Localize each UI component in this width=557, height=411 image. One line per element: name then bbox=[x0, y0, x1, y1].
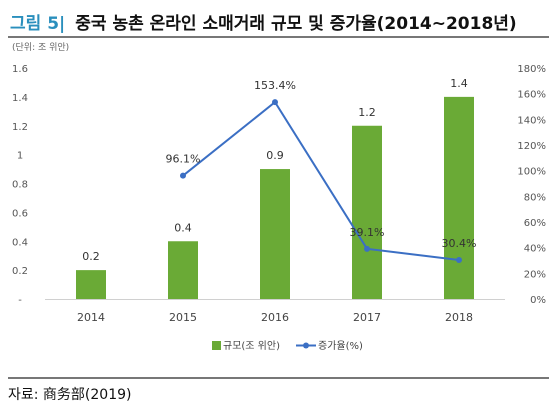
left-tick-label: 1.4 bbox=[12, 93, 28, 104]
bar-value-label: 1.2 bbox=[358, 106, 376, 119]
left-axis: - 0.2 0.4 0.6 0.8 1 1.2 1.4 1.6 bbox=[12, 64, 505, 306]
bar bbox=[444, 96, 474, 299]
growth-line-path bbox=[182, 100, 460, 261]
right-tick-label: 140% bbox=[517, 115, 546, 126]
left-tick-label: 0.8 bbox=[12, 180, 28, 191]
right-tick-label: 20% bbox=[524, 269, 546, 280]
bar-value-label: 0.2 bbox=[82, 250, 100, 263]
bar-value-label: 1.4 bbox=[450, 77, 468, 90]
left-tick-label: 1.6 bbox=[12, 64, 28, 75]
bar-value-label: 0.9 bbox=[266, 149, 284, 162]
right-tick-label: 0% bbox=[530, 295, 546, 306]
right-tick-label: 180% bbox=[517, 64, 546, 75]
legend-bar-label: 규모(조 위안) bbox=[223, 339, 280, 352]
growth-line: 96.1% 153.4% 39.1% 30.4% bbox=[166, 79, 477, 263]
left-tick-label: 1.2 bbox=[12, 122, 28, 133]
x-tick-label: 2015 bbox=[169, 311, 197, 324]
left-tick-label: 0.2 bbox=[12, 266, 28, 277]
right-axis: 0% 20% 40% 60% 80% 100% 120% 140% 160% 180% bbox=[517, 64, 546, 306]
right-tick-label: 160% bbox=[517, 90, 546, 101]
growth-value-label: 153.4% bbox=[254, 79, 296, 92]
right-tick-label: 120% bbox=[517, 141, 546, 152]
bar bbox=[352, 125, 382, 299]
x-tick-label: 2017 bbox=[353, 311, 381, 324]
legend-line-marker bbox=[303, 342, 309, 349]
unit-label: (단위: 조 위안) bbox=[12, 43, 70, 53]
top-rule bbox=[8, 36, 549, 38]
left-tick-label: - bbox=[18, 295, 22, 306]
title-row: 그림 5| 중국 농촌 온라인 소매거래 규모 및 증가율(2014~2018년… bbox=[10, 6, 517, 36]
right-tick-label: 60% bbox=[524, 218, 546, 229]
x-axis: 2014 2015 2016 2017 2018 bbox=[77, 311, 473, 324]
growth-value-label: 30.4% bbox=[442, 237, 477, 250]
bar bbox=[168, 241, 198, 299]
growth-point bbox=[180, 172, 186, 179]
left-tick-label: 0.4 bbox=[12, 237, 28, 248]
bottom-rule bbox=[8, 377, 549, 379]
source-note: 자료: 商务部(2019) bbox=[8, 387, 132, 403]
growth-point bbox=[272, 99, 278, 106]
x-tick-label: 2014 bbox=[77, 311, 105, 324]
bar-value-label: 0.4 bbox=[174, 221, 192, 234]
bar bbox=[260, 169, 290, 299]
growth-point bbox=[456, 256, 462, 263]
growth-point bbox=[364, 245, 370, 252]
x-tick-label: 2018 bbox=[445, 311, 473, 324]
left-tick-label: 1 bbox=[17, 151, 23, 162]
left-tick-label: 0.6 bbox=[12, 208, 28, 219]
chart-title: 중국 농촌 온라인 소매거래 규모 및 증가율(2014~2018년) bbox=[75, 13, 517, 34]
legend-bar-swatch bbox=[212, 341, 221, 350]
right-tick-label: 100% bbox=[517, 167, 546, 178]
legend-line-label: 증가율(%) bbox=[318, 340, 363, 352]
right-tick-label: 40% bbox=[524, 244, 546, 255]
chart: - 0.2 0.4 0.6 0.8 1 1.2 1.4 1.6 0% 20% 40% 60% 80% 10… bbox=[12, 64, 546, 352]
x-tick-label: 2016 bbox=[261, 311, 289, 324]
growth-value-label: 96.1% bbox=[166, 153, 201, 166]
figure-label: 그림 5| bbox=[10, 13, 66, 34]
growth-value-label: 39.1% bbox=[350, 226, 385, 239]
right-tick-label: 80% bbox=[524, 192, 546, 203]
bar bbox=[76, 270, 106, 299]
bars: 0.2 0.4 0.9 1.2 1.4 bbox=[76, 77, 474, 299]
legend: 규모(조 위안) 증가율(%) bbox=[212, 339, 363, 352]
